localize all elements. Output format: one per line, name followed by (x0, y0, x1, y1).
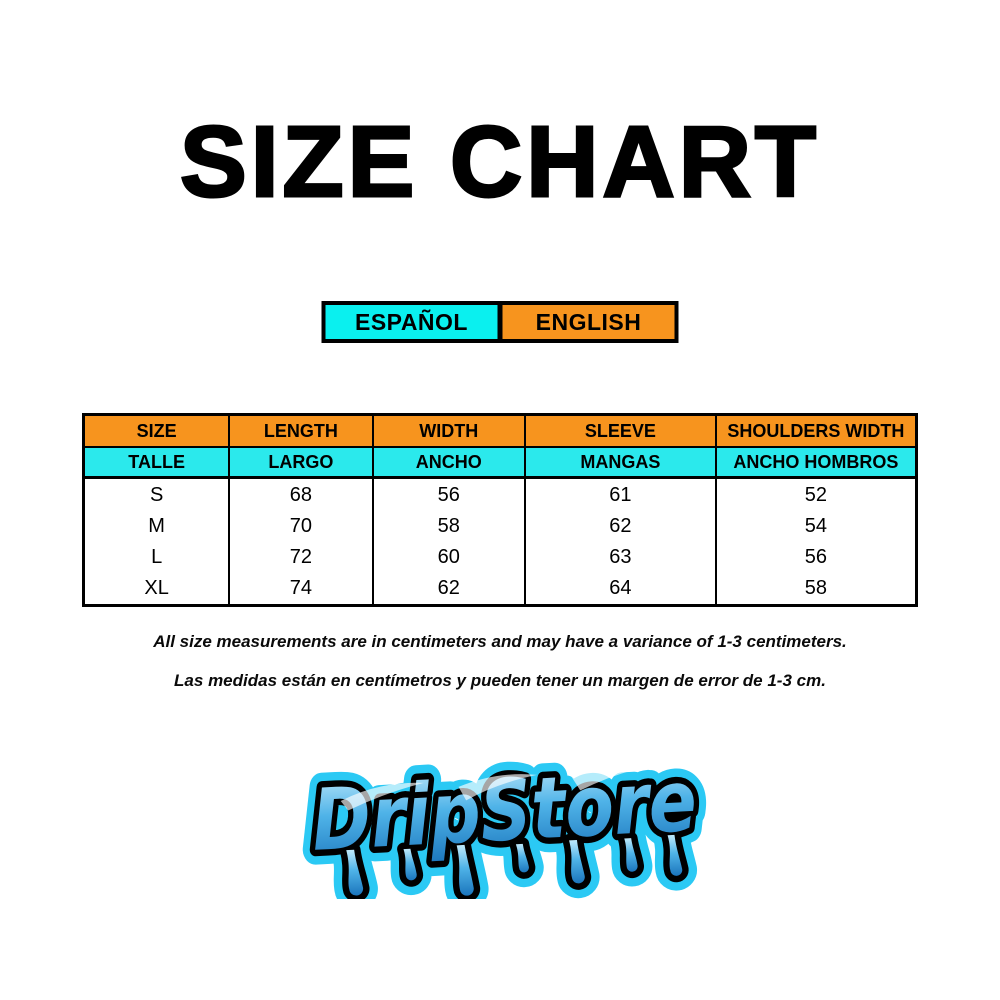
header-cell-shoulders-width: SHOULDERS WIDTH (714, 413, 918, 448)
table-cell: 62 (523, 511, 717, 542)
header-cell-largo: LARGO (228, 446, 374, 479)
table-cell: 64 (523, 573, 717, 606)
table-cell: 56 (371, 477, 526, 511)
note-spanish: Las medidas están en centímetros y puede… (174, 671, 826, 690)
table-cell: 56 (714, 542, 918, 573)
table-cell: 61 (523, 477, 717, 511)
header-cell-ancho-hombros: ANCHO HOMBROS (714, 446, 918, 479)
header-row-spanish: TALLE LARGO ANCHO MANGAS ANCHO HOMBROS (82, 446, 918, 479)
table-cell: 70 (228, 511, 374, 542)
english-button[interactable]: ENGLISH (502, 305, 675, 339)
header-cell-length: LENGTH (228, 413, 374, 448)
page-title: SIZE CHART (179, 106, 820, 218)
espanol-button[interactable]: ESPAÑOL (325, 305, 498, 339)
table-cell: 68 (228, 477, 374, 511)
table-cell: 72 (228, 542, 374, 573)
logo-highlights (340, 764, 655, 811)
table-row-l: L 72 60 63 56 (82, 542, 918, 573)
table-cell: L (82, 542, 231, 573)
table-cell: 63 (523, 542, 717, 573)
size-table-wrapper: SIZE LENGTH WIDTH SLEEVE SHOULDERS WIDTH… (82, 413, 918, 607)
table-cell: 62 (371, 573, 526, 606)
table-row-xl: XL 74 62 64 58 (82, 573, 918, 606)
header-cell-width: WIDTH (371, 413, 526, 448)
header-row-english: SIZE LENGTH WIDTH SLEEVE SHOULDERS WIDTH (82, 413, 918, 448)
language-toggle: ESPAÑOL ENGLISH (321, 301, 679, 343)
table-cell: 74 (228, 573, 374, 606)
table-cell: 58 (714, 573, 918, 606)
table-cell: 54 (714, 511, 918, 542)
header-cell-ancho: ANCHO (371, 446, 526, 479)
table-cell: 60 (371, 542, 526, 573)
table-cell: M (82, 511, 231, 542)
header-cell-talle: TALLE (82, 446, 231, 479)
table-cell: 52 (714, 477, 918, 511)
header-cell-sleeve: SLEEVE (523, 413, 717, 448)
table-cell: 58 (371, 511, 526, 542)
note-english: All size measurements are in centimeters… (153, 632, 847, 651)
size-table: SIZE LENGTH WIDTH SLEEVE SHOULDERS WIDTH… (82, 413, 918, 607)
header-cell-mangas: MANGAS (523, 446, 717, 479)
dripstore-logo: DripStore (281, 751, 729, 899)
table-cell: XL (82, 573, 231, 606)
table-cell: S (82, 477, 231, 511)
table-row-s: S 68 56 61 52 (82, 477, 918, 511)
header-cell-size: SIZE (82, 413, 231, 448)
table-row-m: M 70 58 62 54 (82, 511, 918, 542)
